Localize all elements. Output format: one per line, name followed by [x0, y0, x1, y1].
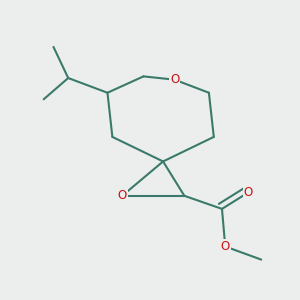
Text: O: O: [170, 73, 179, 86]
Text: O: O: [244, 186, 253, 199]
Text: O: O: [118, 189, 127, 202]
Text: O: O: [220, 240, 230, 253]
